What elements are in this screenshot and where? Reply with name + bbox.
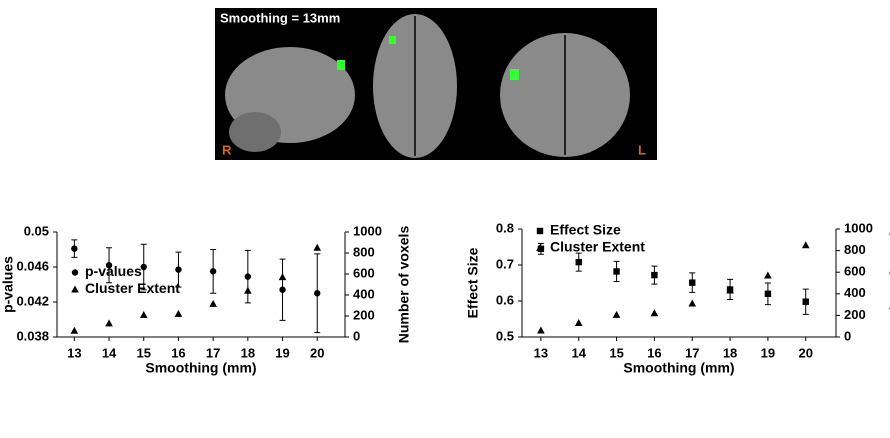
y2-tick-label: 800 — [844, 242, 866, 257]
y-tick-label: 0.05 — [24, 223, 49, 238]
y2-tick-label: 0 — [844, 328, 851, 343]
point — [651, 271, 658, 279]
legend-label: Effect Size — [550, 222, 621, 238]
x-tick-label: 16 — [647, 345, 661, 360]
x-axis-label: Smoothing (mm) — [623, 360, 734, 376]
legend-label: p-values — [85, 263, 142, 279]
y2-tick-label: 400 — [353, 286, 375, 301]
x-tick-label: 17 — [685, 345, 699, 360]
point — [140, 263, 147, 271]
y2-tick-label: 200 — [353, 307, 375, 322]
y-tick-label: 0.046 — [16, 258, 49, 273]
x-tick-label: 20 — [310, 345, 324, 360]
x-tick-label: 15 — [609, 345, 623, 360]
point — [174, 309, 183, 317]
y2-axis-label: Number of voxels — [887, 224, 890, 342]
point — [279, 286, 286, 293]
legend-marker — [536, 244, 544, 251]
y2-tick-label: 800 — [353, 244, 375, 259]
x-tick-label: 18 — [723, 345, 737, 360]
y-tick-label: 0.7 — [496, 256, 514, 271]
legend-marker — [71, 285, 79, 293]
point — [175, 266, 182, 273]
point — [726, 286, 734, 294]
orientation-label: L — [638, 142, 646, 157]
image-label: Smoothing = 13mm — [220, 10, 340, 25]
activation — [389, 36, 396, 44]
y2-tick-label: 400 — [844, 285, 866, 300]
brain-image: Smoothing = 13mm R L — [215, 8, 657, 160]
y-tick-label: 0.8 — [496, 220, 514, 235]
legend-label: Cluster Extent — [85, 280, 180, 296]
x-tick-label: 19 — [761, 345, 775, 360]
y-tick-label: 0.042 — [16, 293, 49, 308]
y-tick-label: 0.038 — [16, 328, 49, 343]
activation — [510, 69, 519, 80]
point — [688, 299, 697, 307]
point — [244, 286, 252, 294]
y-tick-label: 0.5 — [496, 328, 514, 343]
y2-tick-label: 1000 — [844, 220, 873, 235]
legend-marker — [536, 227, 544, 235]
point — [71, 245, 78, 252]
point — [613, 268, 620, 275]
point — [70, 326, 79, 334]
point — [537, 326, 545, 334]
point — [314, 290, 321, 297]
y-axis-label: p-values — [0, 256, 16, 313]
y-axis-label: Effect Size — [465, 247, 481, 318]
legend-label: Cluster Extent — [550, 239, 645, 255]
point — [650, 309, 659, 317]
point — [764, 271, 772, 279]
point — [105, 262, 113, 269]
y-tick-label: 0.6 — [496, 292, 514, 307]
x-tick-label: 15 — [137, 345, 151, 360]
point — [802, 298, 809, 305]
legend-marker — [71, 269, 79, 276]
point — [105, 319, 113, 327]
point — [801, 241, 810, 249]
activation — [337, 60, 345, 70]
x-tick-label: 13 — [67, 345, 81, 360]
point — [764, 290, 772, 297]
x-tick-label: 13 — [534, 345, 548, 360]
x-tick-label: 17 — [206, 345, 220, 360]
x-tick-label: 18 — [241, 345, 255, 360]
point — [575, 258, 582, 266]
point — [139, 310, 148, 318]
y2-tick-label: 200 — [844, 307, 866, 322]
point — [313, 243, 322, 251]
x-tick-label: 16 — [171, 345, 185, 360]
orientation-label: R — [222, 142, 232, 157]
point — [612, 310, 621, 318]
x-axis-label: Smoothing (mm) — [145, 360, 256, 376]
point — [209, 299, 217, 307]
x-tick-label: 19 — [275, 345, 289, 360]
point — [244, 273, 252, 280]
y2-tick-label: 0 — [353, 328, 360, 343]
cerebellum — [229, 112, 281, 152]
point — [574, 318, 583, 326]
x-tick-label: 14 — [102, 345, 117, 360]
x-tick-label: 14 — [572, 345, 587, 360]
y2-tick-label: 600 — [353, 265, 375, 280]
point — [209, 268, 217, 275]
y2-tick-label: 1000 — [353, 223, 382, 238]
point — [278, 273, 287, 281]
x-tick-label: 20 — [799, 345, 813, 360]
y2-tick-label: 600 — [844, 264, 866, 279]
y2-axis-label: Number of voxels — [396, 226, 412, 344]
point — [689, 279, 696, 286]
